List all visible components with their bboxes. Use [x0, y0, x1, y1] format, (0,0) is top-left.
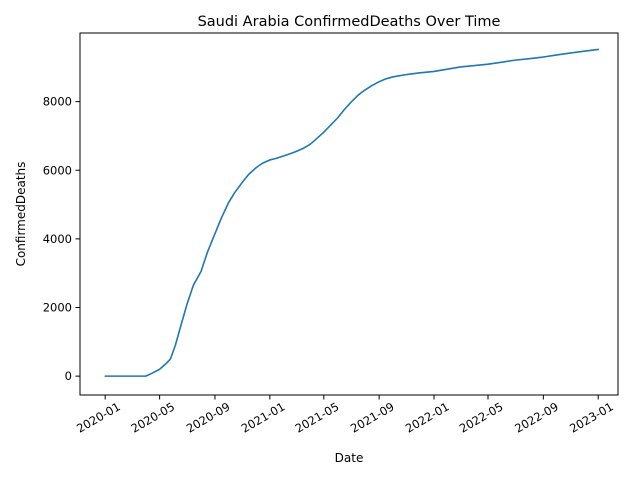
- y-tick-label: 4000: [43, 232, 72, 246]
- plot-frame: [79, 32, 619, 396]
- chart-title: Saudi Arabia ConfirmedDeaths Over Time: [198, 14, 501, 30]
- x-axis: 2020-01 2020-05 2020-09 2021-01 2021-05 2021-…: [74, 395, 616, 436]
- x-tick-label: 2022-05: [457, 399, 506, 435]
- x-tick-label: 2022-01: [403, 399, 452, 435]
- x-tick-label: 2022-09: [512, 399, 561, 435]
- x-tick-label: 2023-01: [567, 399, 616, 435]
- y-tick-label: 2000: [43, 301, 72, 315]
- y-axis-label: ConfirmedDeaths: [14, 162, 28, 267]
- y-tick-label: 8000: [43, 95, 72, 109]
- x-tick-label: 2021-09: [348, 399, 397, 435]
- x-tick-label: 2020-05: [128, 399, 177, 435]
- x-tick-label: 2021-05: [293, 399, 342, 435]
- plot-area: [104, 48, 600, 377]
- y-axis: 0 2000 4000 6000 8000: [43, 95, 80, 383]
- x-tick-label: 2021-01: [239, 399, 288, 435]
- y-tick-label: 6000: [43, 163, 72, 177]
- y-tick-label: 0: [65, 369, 72, 383]
- x-axis-label: Date: [335, 451, 364, 465]
- x-tick-label: 2020-01: [74, 399, 123, 435]
- x-tick-label: 2020-09: [184, 399, 233, 435]
- series-line-confirmed-deaths: [104, 48, 600, 377]
